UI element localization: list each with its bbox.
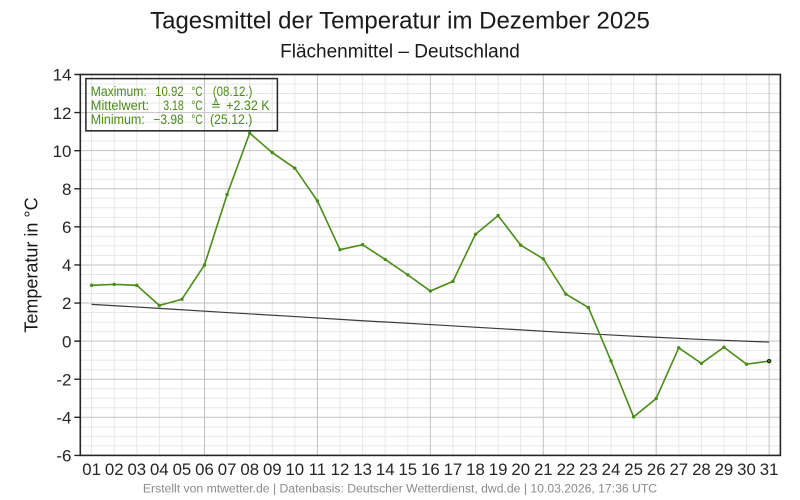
svg-text:02: 02 — [105, 460, 124, 479]
svg-text:°C: °C — [191, 84, 203, 99]
svg-text:12: 12 — [53, 104, 72, 123]
svg-text:18: 18 — [466, 460, 485, 479]
svg-text:14: 14 — [53, 66, 72, 85]
svg-text:10.92: 10.92 — [155, 84, 184, 99]
svg-text:06: 06 — [195, 460, 214, 479]
svg-text:29: 29 — [715, 460, 734, 479]
svg-text:07: 07 — [218, 460, 237, 479]
svg-text:-6: -6 — [56, 447, 71, 466]
svg-text:Flächenmittel – Deutschland: Flächenmittel – Deutschland — [280, 42, 520, 63]
svg-text:17: 17 — [444, 460, 463, 479]
svg-text:°C: °C — [191, 98, 203, 113]
svg-text:01: 01 — [82, 460, 101, 479]
svg-text:−3.98: −3.98 — [153, 112, 183, 127]
svg-text:Mittelwert:: Mittelwert: — [91, 98, 149, 113]
svg-text:25: 25 — [624, 460, 643, 479]
svg-text:-4: -4 — [56, 409, 71, 428]
svg-text:8: 8 — [62, 180, 71, 199]
svg-text:16: 16 — [421, 460, 440, 479]
svg-text:(08.12.): (08.12.) — [213, 84, 253, 99]
svg-text:≙: ≙ — [211, 98, 221, 113]
svg-text:28: 28 — [692, 460, 711, 479]
svg-text:31: 31 — [760, 460, 779, 479]
svg-text:°C: °C — [191, 112, 203, 127]
svg-text:0: 0 — [62, 332, 71, 351]
svg-text:26: 26 — [647, 460, 666, 479]
svg-text:04: 04 — [150, 460, 169, 479]
svg-text:12: 12 — [331, 460, 350, 479]
svg-text:22: 22 — [557, 460, 576, 479]
svg-text:13: 13 — [353, 460, 372, 479]
svg-text:6: 6 — [62, 218, 71, 237]
svg-text:08: 08 — [240, 460, 259, 479]
svg-text:20: 20 — [511, 460, 530, 479]
svg-text:11: 11 — [309, 460, 326, 479]
svg-text:Tagesmittel der Temperatur im: Tagesmittel der Temperatur im Dezember 2… — [150, 7, 650, 34]
svg-text:23: 23 — [579, 460, 598, 479]
svg-text:3.18: 3.18 — [163, 98, 184, 113]
svg-text:14: 14 — [376, 460, 395, 479]
svg-text:30: 30 — [737, 460, 756, 479]
svg-text:Erstellt von mtwetter.de | Dat: Erstellt von mtwetter.de | Datenbasis: D… — [143, 481, 657, 495]
svg-text:24: 24 — [602, 460, 621, 479]
svg-text:05: 05 — [173, 460, 192, 479]
svg-text:Temperatur in °C: Temperatur in °C — [22, 197, 42, 332]
svg-text:Maximum:: Maximum: — [91, 84, 147, 99]
svg-text:15: 15 — [398, 460, 417, 479]
svg-text:4: 4 — [62, 256, 71, 275]
svg-text:+2.32 K: +2.32 K — [226, 98, 269, 113]
svg-text:09: 09 — [263, 460, 282, 479]
svg-text:19: 19 — [489, 460, 508, 479]
svg-text:10: 10 — [53, 142, 72, 161]
svg-text:21: 21 — [534, 460, 553, 479]
svg-text:27: 27 — [669, 460, 688, 479]
svg-text:-2: -2 — [56, 370, 71, 389]
svg-text:(25.12.): (25.12.) — [210, 112, 252, 127]
svg-text:10: 10 — [285, 460, 304, 479]
svg-text:Minimum:: Minimum: — [91, 112, 145, 127]
svg-text:2: 2 — [62, 294, 71, 313]
svg-text:03: 03 — [127, 460, 146, 479]
